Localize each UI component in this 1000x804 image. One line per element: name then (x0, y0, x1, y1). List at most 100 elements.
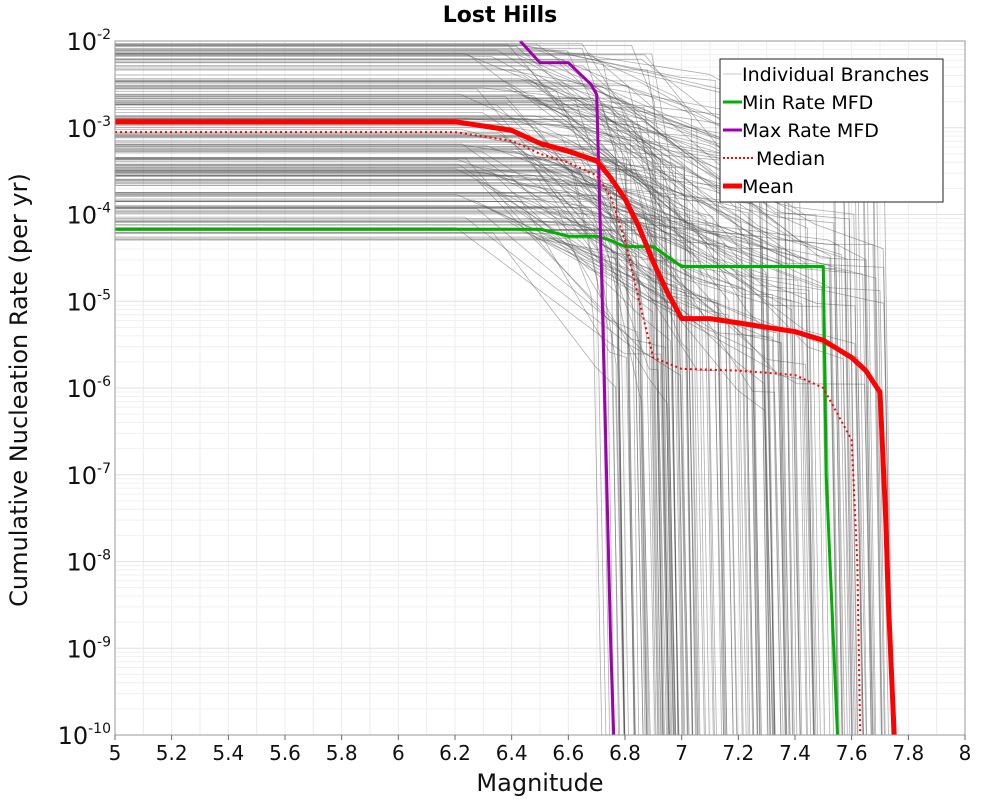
branch-line (115, 175, 831, 736)
branch-line (115, 124, 672, 736)
branch-line (115, 179, 853, 736)
branch-line (115, 99, 650, 736)
x-tick-label: 6 (392, 741, 405, 765)
branch-line (115, 236, 790, 736)
branch-line (115, 184, 782, 736)
branch-line (115, 169, 714, 736)
branch-line (115, 170, 674, 736)
branch-line (115, 182, 659, 736)
y-tick-exponent: -6 (97, 374, 111, 390)
branch-line (115, 59, 640, 736)
branch-line (115, 47, 625, 736)
branch-line (115, 208, 675, 736)
legend-box (719, 58, 944, 203)
branch-line (115, 65, 619, 736)
series-lines (115, 39, 897, 736)
branch-line (115, 129, 696, 736)
branch-line (115, 119, 664, 736)
branch-line (115, 104, 710, 736)
x-tick-label: 7.6 (836, 741, 868, 765)
y-tick-label: 10-4 (66, 201, 111, 230)
branch-line (115, 222, 784, 736)
branch-line (115, 115, 689, 736)
branch-line (115, 169, 761, 736)
branch-line (115, 45, 664, 736)
branch-line (115, 62, 786, 736)
branch-line (115, 140, 738, 736)
branch-line (115, 178, 811, 736)
branch-line (115, 229, 864, 736)
branch-line (115, 118, 807, 736)
y-tick-exponent: -8 (97, 548, 111, 564)
branch-line (115, 80, 760, 736)
y-axis-label: Cumulative Nucleation Rate (per yr) (5, 173, 33, 607)
branch-line (115, 182, 670, 736)
chart-title: Lost Hills (443, 3, 558, 28)
branch-line (115, 172, 885, 736)
branch-line (115, 237, 773, 736)
branch-line (115, 157, 647, 736)
branch-line (115, 115, 661, 736)
y-axis-ticks: 10-2 10-3 10-4 10-5 10-6 10-7 10-8 10-9 10-10 (58, 27, 112, 750)
x-tick-label: 7 (675, 741, 688, 765)
branch-line (115, 123, 686, 736)
branch-line (115, 52, 786, 736)
branch-line (115, 159, 664, 736)
branch-line (115, 229, 774, 736)
branch-line (115, 103, 665, 736)
branch-line (115, 224, 724, 736)
branch-line (115, 206, 667, 736)
y-tick-label: 10-5 (66, 287, 111, 316)
branch-line (115, 167, 621, 736)
y-tick-exponent: -2 (97, 27, 111, 43)
branch-line (115, 199, 674, 736)
branch-line (115, 74, 815, 736)
branch-line (115, 50, 636, 736)
x-tick-label: 5.8 (326, 741, 358, 765)
branch-line (115, 159, 776, 736)
legend-label: Mean (742, 176, 794, 198)
branch-line (115, 88, 646, 736)
branch-line (115, 232, 834, 736)
branch-line (115, 227, 738, 736)
branch-line (115, 150, 872, 736)
branch-line (115, 220, 882, 736)
branch-line (115, 107, 676, 736)
plot-frame (114, 40, 966, 736)
branch-line (115, 195, 801, 736)
branch-line (115, 239, 893, 736)
legend-label: Median (756, 148, 825, 170)
y-tick-label: 10-9 (66, 634, 111, 663)
branch-line (115, 112, 734, 736)
branch-line (115, 90, 636, 736)
x-tick-label: 8 (959, 741, 972, 765)
branch-line (115, 216, 669, 736)
branch-line (115, 210, 610, 736)
branch-line (115, 179, 889, 736)
branch-line (115, 152, 839, 736)
x-tick-label: 5.2 (156, 741, 188, 765)
x-tick-label: 6.2 (439, 741, 471, 765)
branch-line (115, 86, 787, 736)
branch-line (115, 179, 782, 736)
branch-line (115, 81, 848, 736)
branch-line (115, 61, 635, 736)
branch-line (115, 101, 673, 736)
y-tick-exponent: -10 (88, 721, 111, 737)
branch-line (115, 219, 791, 736)
branch-line (115, 151, 662, 736)
branch-line (115, 201, 636, 736)
y-tick-label: 10-8 (66, 548, 111, 577)
branch-line (115, 227, 670, 736)
branch-line (115, 104, 648, 736)
branch-line (115, 100, 851, 736)
x-tick-label: 5.4 (212, 741, 244, 765)
branch-line (115, 56, 859, 736)
branch-line (115, 206, 838, 736)
branch-line (115, 65, 726, 736)
branch-line (115, 43, 693, 736)
branch-line (115, 211, 700, 736)
x-tick-label: 7.4 (779, 741, 811, 765)
branch-line (115, 221, 677, 736)
branch-line (115, 180, 690, 736)
